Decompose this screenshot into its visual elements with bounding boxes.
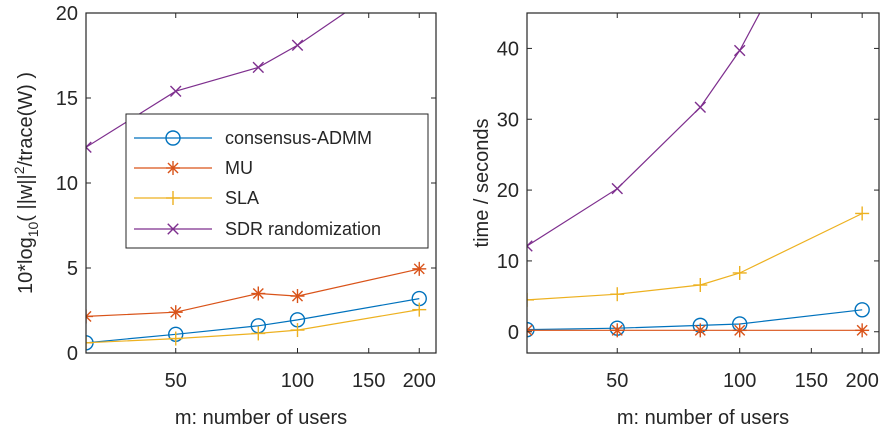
plot-area: [527, 13, 870, 338]
y-tick-label: 10: [497, 251, 519, 273]
data-point-sla: [527, 292, 534, 307]
y-tick-label: 20: [56, 3, 78, 25]
data-point-consensus-admm: [527, 321, 535, 338]
data-point-mu: [693, 323, 708, 338]
x-axis-label: m: number of users: [175, 407, 347, 429]
data-point-mu: [290, 289, 305, 304]
legend: consensus-ADMM MU SLA SDR randomization: [125, 113, 429, 249]
y-tick-label: 10: [56, 173, 78, 195]
legend-marker-consensus-admm: [165, 130, 181, 146]
data-point-sla: [168, 331, 183, 346]
y-axis-label: 10*log10( ||w||2/trace(W) ): [11, 72, 41, 294]
series-mu: [86, 261, 427, 324]
series-sdr-randomization: [527, 13, 761, 252]
data-point-mu: [168, 305, 183, 320]
x-tick-label: 100: [281, 370, 314, 392]
legend-entry-mu: MU: [134, 158, 253, 178]
legend-marker-sdr-randomization: [167, 223, 179, 235]
data-point-sla: [86, 335, 93, 350]
data-point-mu: [412, 261, 427, 276]
data-point-sla: [412, 302, 427, 317]
y-tick-label: 0: [508, 322, 519, 344]
legend-label-mu: MU: [225, 158, 253, 178]
data-point-sdr-randomization: [733, 44, 746, 57]
series-sla: [527, 206, 870, 307]
y-tick-label: 40: [497, 38, 519, 60]
data-point-sdr-randomization: [169, 85, 182, 97]
chart-left: 50 100 150 200 0 5 10 15 20 m: number of users 1…: [11, 3, 437, 429]
series-mu: [527, 323, 870, 338]
y-tick-label: 20: [497, 180, 519, 202]
data-point-sla: [693, 278, 708, 292]
series-line-sla: [527, 212, 863, 301]
data-point-sdr-randomization: [527, 240, 533, 252]
y-tick-label: 5: [67, 258, 78, 280]
data-point-sdr-randomization: [611, 182, 623, 195]
axis-ticks: 50 100 150 200 0 10 20 30 40: [497, 13, 879, 392]
x-tick-label: 100: [723, 370, 756, 392]
legend-marker-sla: [166, 191, 180, 205]
data-point-sla: [855, 206, 870, 221]
series-consensus-admm: [527, 302, 870, 338]
legend-entry-sla: SLA: [134, 188, 259, 208]
data-point-sdr-randomization: [86, 141, 92, 154]
data-point-sla: [251, 326, 266, 341]
data-point-mu: [251, 286, 266, 301]
series-line-consensus-admm: [86, 298, 420, 344]
series-line-consensus-admm: [527, 309, 863, 331]
data-point-sla: [610, 287, 625, 302]
series-sdr-randomization: [86, 13, 346, 154]
data-point-mu: [86, 309, 93, 324]
data-point-sdr-randomization: [694, 101, 707, 113]
series-line-sdr-randomization: [527, 13, 761, 247]
axis-ticks: 50 100 150 200 0 5 10 15 20: [56, 3, 436, 392]
data-point-mu: [527, 323, 534, 338]
data-point-sla: [732, 265, 747, 280]
y-tick-label: 30: [497, 109, 519, 131]
data-point-sdr-randomization: [252, 61, 265, 74]
x-tick-label: 200: [845, 370, 878, 392]
x-tick-label: 50: [165, 370, 187, 392]
legend-label-sdr-randomization: SDR randomization: [225, 219, 381, 239]
legend-label-consensus-admm: consensus-ADMM: [225, 128, 372, 148]
x-axis-label: m: number of users: [617, 407, 789, 429]
y-tick-label: 0: [67, 343, 78, 365]
axes-box: [526, 12, 880, 354]
data-point-mu: [610, 323, 625, 338]
data-point-sla: [290, 323, 305, 338]
x-tick-label: 200: [403, 370, 436, 392]
plot-area: [86, 13, 427, 351]
x-tick-label: 150: [795, 370, 828, 392]
legend-marker-mu: [166, 161, 180, 175]
data-point-consensus-admm: [854, 302, 870, 318]
legend-entry-consensus-admm: consensus-ADMM: [134, 128, 372, 148]
data-point-mu: [855, 323, 870, 338]
y-tick-label: 15: [56, 88, 78, 110]
x-tick-label: 50: [606, 370, 628, 392]
legend-entry-sdr-randomization: SDR randomization: [134, 219, 381, 239]
x-tick-label: 150: [352, 370, 385, 392]
data-point-mu: [732, 323, 747, 338]
data-point-sdr-randomization: [291, 39, 304, 52]
y-axis-label: time / seconds: [471, 119, 493, 248]
series-line-mu: [86, 268, 420, 317]
legend-label-sla: SLA: [225, 188, 259, 208]
series-sla: [86, 302, 427, 350]
